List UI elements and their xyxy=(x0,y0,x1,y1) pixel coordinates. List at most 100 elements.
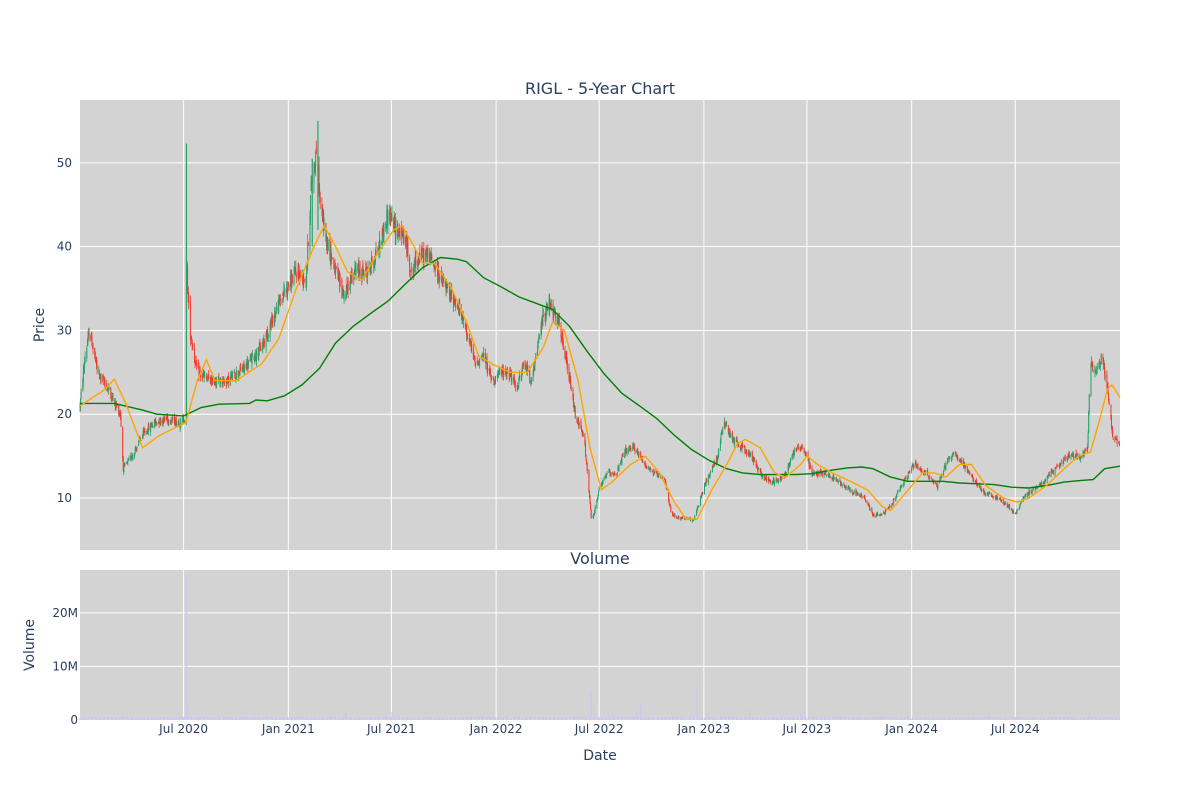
candle-body xyxy=(669,504,671,506)
candle-body xyxy=(405,239,407,241)
candle-body xyxy=(573,398,575,407)
candle-body xyxy=(414,258,416,267)
candle-body xyxy=(972,477,974,481)
volume-bar xyxy=(227,717,230,720)
candle-body xyxy=(1111,427,1113,431)
candle-body xyxy=(266,329,268,333)
candle-body xyxy=(833,476,835,480)
volume-bar xyxy=(1116,718,1118,720)
volume-bar xyxy=(333,717,336,720)
volume-bar xyxy=(979,716,981,720)
candle-body xyxy=(313,165,315,183)
candle-body xyxy=(692,519,694,522)
volume-bar xyxy=(1032,716,1035,720)
candle-body xyxy=(111,399,113,402)
candle-body xyxy=(526,365,528,372)
candle-body xyxy=(354,266,356,271)
candle-body xyxy=(624,452,626,459)
candle-body xyxy=(871,511,873,515)
candle-body xyxy=(483,352,485,356)
candle-body xyxy=(1080,456,1082,458)
candle-body xyxy=(287,281,289,287)
candle-body xyxy=(1062,461,1064,464)
volume-bar xyxy=(1066,717,1068,720)
volume-bar xyxy=(781,719,784,720)
candle-body xyxy=(541,321,543,326)
candle-body xyxy=(848,486,850,489)
candle-body xyxy=(574,408,576,410)
candle-body xyxy=(478,360,480,364)
candle-body xyxy=(351,274,353,281)
candle-body xyxy=(1083,451,1085,453)
candle-body xyxy=(254,355,256,363)
candle-body xyxy=(821,471,823,476)
candle-body xyxy=(908,473,910,474)
candle-body xyxy=(471,343,473,349)
candle-body xyxy=(208,374,210,378)
candle-body xyxy=(845,486,847,488)
candle-body xyxy=(1044,480,1046,483)
candle-body xyxy=(262,340,264,345)
candle-body xyxy=(285,289,287,291)
candle-body xyxy=(438,280,440,282)
candle-body xyxy=(374,259,376,263)
candle-body xyxy=(804,452,806,454)
candle-body xyxy=(745,452,747,453)
candle-body xyxy=(949,458,951,459)
volume-bar xyxy=(303,716,305,720)
candle-body xyxy=(574,407,576,418)
candle-body xyxy=(628,448,630,452)
volume-bar xyxy=(275,717,277,720)
candle-body xyxy=(148,426,150,431)
volume-bar xyxy=(622,717,624,720)
volume-bar xyxy=(578,717,580,720)
x-tick-label: Jan 2022 xyxy=(469,722,523,736)
candle-body xyxy=(426,252,428,258)
candle-body xyxy=(518,376,520,384)
candle-body xyxy=(104,381,106,384)
volume-bar xyxy=(937,718,939,720)
candle-body xyxy=(245,363,247,369)
candle-body xyxy=(244,366,246,371)
candle-body xyxy=(690,520,692,522)
candle-body xyxy=(748,452,750,455)
candle-body xyxy=(442,279,444,283)
candle-body xyxy=(94,347,96,356)
candle-body xyxy=(558,319,560,325)
candle-body xyxy=(387,210,389,226)
candle-body xyxy=(398,229,400,231)
candle-body xyxy=(305,277,307,284)
volume-bar xyxy=(817,718,819,720)
volume-bar xyxy=(816,716,818,720)
x-tick-label: Jul 2023 xyxy=(781,722,831,736)
candle-body xyxy=(964,465,966,469)
candle-body xyxy=(389,212,391,221)
candle-body xyxy=(275,306,277,310)
candle-body xyxy=(972,476,974,479)
candle-body xyxy=(1067,458,1069,461)
volume-bar xyxy=(941,717,943,720)
volume-bar xyxy=(1024,718,1027,720)
candle-body xyxy=(197,364,199,369)
volume-bar xyxy=(554,718,556,720)
volume-bar xyxy=(383,718,385,720)
candle-body xyxy=(1063,459,1065,464)
candle-body xyxy=(728,432,730,434)
candle-body xyxy=(542,313,544,327)
volume-bar xyxy=(203,716,205,720)
candle-body xyxy=(1050,471,1052,477)
candle-body xyxy=(1106,385,1108,387)
candle-body xyxy=(994,497,996,499)
candle-body xyxy=(1055,466,1057,468)
candle-body xyxy=(162,420,164,424)
volume-bar xyxy=(865,717,867,720)
candle-body xyxy=(795,448,797,450)
candle-body xyxy=(682,518,684,520)
candle-body xyxy=(585,455,587,460)
candle-body xyxy=(298,269,300,275)
candle-body xyxy=(355,269,357,276)
candle-body xyxy=(90,336,92,340)
candle-body xyxy=(517,386,519,389)
candle-body xyxy=(151,424,153,428)
candle-body xyxy=(916,466,918,468)
